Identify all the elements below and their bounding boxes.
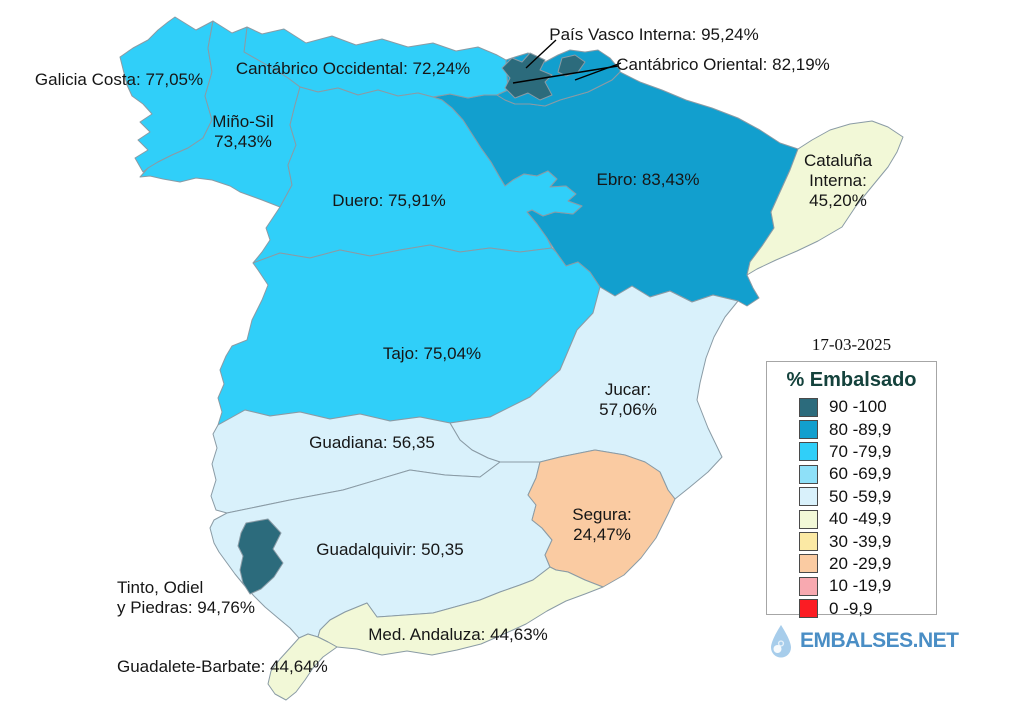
basin-regions <box>119 16 904 701</box>
region-duero[interactable] <box>252 86 583 264</box>
legend-title: % Embalsado <box>786 369 917 391</box>
region-med-andaluza[interactable] <box>317 566 604 656</box>
legend-range-4: 60 -69,9 <box>829 464 892 484</box>
legend-range-8: 20 -29,9 <box>829 553 892 573</box>
legend-swatch-7 <box>799 532 818 552</box>
legend-swatch-8 <box>799 554 818 574</box>
legend-range-5: 50 -59,9 <box>829 486 892 506</box>
region-tinto-odiel-piedras[interactable] <box>237 518 284 595</box>
legend-row-3: 70 -79,9 <box>767 441 936 463</box>
legend-row-6: 40 -49,9 <box>767 508 936 530</box>
legend-rows: 90 -100 80 -89,9 70 -79,9 60 -69,9 50 -59,9 4… <box>767 396 936 620</box>
legend-range-3: 70 -79,9 <box>829 441 892 461</box>
legend-row-8: 20 -29,9 <box>767 553 936 575</box>
legend-swatch-1 <box>799 397 818 417</box>
embalses-logo[interactable]: EMBALSES.NET <box>768 624 959 658</box>
region-minho-sil[interactable] <box>139 20 301 208</box>
water-drop-icon <box>771 625 791 658</box>
logo-text: EMBALSES.NET <box>800 629 959 652</box>
legend-row-7: 30 -39,9 <box>767 530 936 552</box>
map-date: 17-03-2025 <box>811 335 892 354</box>
leader-line-3 <box>512 65 619 84</box>
legend-row-2: 80 -89,9 <box>767 418 936 440</box>
legend-row-9: 10 -19,9 <box>767 575 936 597</box>
region-cataluna-interna[interactable] <box>746 120 904 276</box>
region-segura[interactable] <box>527 449 676 588</box>
legend-range-7: 30 -39,9 <box>829 531 892 551</box>
legend-range-1: 90 -100 <box>829 397 887 417</box>
legend-range-6: 40 -49,9 <box>829 509 892 529</box>
legend-swatch-9 <box>799 576 818 596</box>
legend-swatch-5 <box>799 487 818 507</box>
legend-range-2: 80 -89,9 <box>829 419 892 439</box>
legend-row-10: 0 -9,9 <box>767 598 936 620</box>
leader-lines <box>512 39 622 84</box>
legend-swatch-10 <box>799 599 818 619</box>
legend-row-4: 60 -69,9 <box>767 463 936 485</box>
region-guadalete-barbate[interactable] <box>267 633 338 701</box>
leader-line-2 <box>574 62 622 81</box>
legend-range-9: 10 -19,9 <box>829 576 892 596</box>
legend-swatch-6 <box>799 509 818 529</box>
leader-line-1 <box>525 39 557 69</box>
region-pais-vasco-interna[interactable] <box>501 52 553 101</box>
region-pais-vasco-interna-2[interactable] <box>557 54 586 77</box>
legend-panel: % Embalsado 90 -100 80 -89,9 70 -79,9 60 -6… <box>766 361 937 619</box>
legend-row-1: 90 -100 <box>767 396 936 418</box>
legend-swatch-2 <box>799 420 818 440</box>
legend-row-5: 50 -59,9 <box>767 486 936 508</box>
legend-range-10: 0 -9,9 <box>829 598 873 618</box>
legend-swatch-3 <box>799 442 818 462</box>
legend-swatch-4 <box>799 464 818 484</box>
